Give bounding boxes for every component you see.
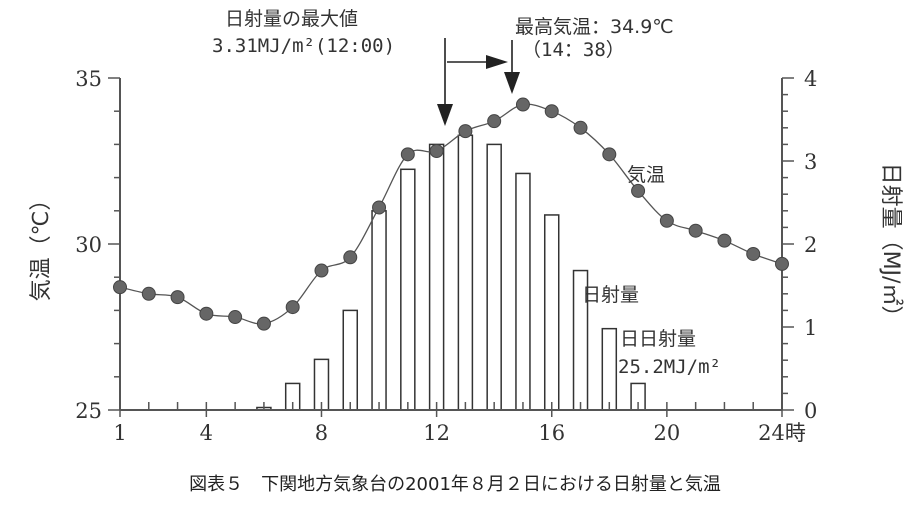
max-radiation-arrow xyxy=(437,38,453,126)
y-left-tick-label: 35 xyxy=(75,67,102,91)
temperature-point xyxy=(602,147,617,162)
time-shift-arrow xyxy=(447,55,508,69)
max-temp-arrow xyxy=(504,40,520,94)
y-right-tick-label: 0 xyxy=(804,399,817,423)
temperature-point xyxy=(573,120,588,135)
temperature-point xyxy=(113,280,127,295)
radiation-bar xyxy=(486,143,502,411)
right-axis-label: 日射量（MJ/㎡） xyxy=(878,163,904,328)
radiation-bar xyxy=(457,134,474,411)
radiation-series-label: 日射量 xyxy=(582,284,639,306)
x-tick-label: 12 xyxy=(423,421,450,445)
figure-caption: 図表５ 下関地方気象台の2001年８月２日における日射量と気温 xyxy=(189,474,721,495)
x-tick-label: 4 xyxy=(200,421,213,445)
temperature-point xyxy=(544,104,559,119)
temperature-point xyxy=(631,183,646,198)
max-radiation-title: 日射量の最大値 xyxy=(225,8,358,30)
temperature-point xyxy=(170,290,185,305)
radiation-bar xyxy=(543,214,560,411)
daily-total-value: 25.2MJ/m² xyxy=(618,356,721,378)
temp-series-label: 気温 xyxy=(627,164,665,186)
radiation-bar xyxy=(601,327,618,411)
left-axis-label: 気温（℃） xyxy=(29,189,54,302)
temperature-point xyxy=(400,147,415,162)
temperature-point xyxy=(487,114,502,129)
temperature-point xyxy=(515,97,530,112)
temperature-point xyxy=(775,256,789,271)
max-temp-title: 最高気温：34.9℃ xyxy=(515,16,674,38)
temperature-point xyxy=(343,250,358,265)
temperature-point xyxy=(199,306,214,321)
x-tick-label: 8 xyxy=(315,421,328,445)
y-left-tick-label: 30 xyxy=(75,233,102,257)
y-right-tick-label: 1 xyxy=(804,316,817,340)
temperature-point xyxy=(228,310,243,325)
temperature-point xyxy=(372,200,387,215)
x-tick-label: 16 xyxy=(538,421,565,445)
x-tick-label: 20 xyxy=(654,421,681,445)
y-right-tick-label: 2 xyxy=(804,233,817,257)
temperature-point xyxy=(659,213,674,228)
temperature-line xyxy=(119,103,783,325)
x-tick-label: 1 xyxy=(113,421,126,445)
y-left-tick-label: 25 xyxy=(75,399,102,423)
max-radiation-value: 3.31MJ/m²(12:00) xyxy=(212,35,395,57)
temperature-point xyxy=(314,263,329,278)
radiation-bar xyxy=(342,309,359,411)
radiation-bar xyxy=(400,168,416,411)
radiation-bars xyxy=(256,134,646,411)
max-temp-time: （14：38） xyxy=(522,39,625,61)
daily-total-title: 日日射量 xyxy=(620,328,696,350)
temperature-point xyxy=(429,144,444,159)
temperature-point xyxy=(256,316,271,331)
temperature-point xyxy=(746,246,761,261)
temperature-point xyxy=(717,233,732,248)
radiation-bar xyxy=(515,172,531,411)
temperature-point xyxy=(458,124,473,139)
temperature-point xyxy=(688,223,703,238)
y-right-tick-label: 4 xyxy=(804,67,817,91)
y-right-tick-label: 3 xyxy=(804,150,817,174)
temperature-series xyxy=(113,97,789,331)
radiation-bar xyxy=(428,143,445,411)
temperature-point xyxy=(285,300,300,315)
temperature-point xyxy=(141,286,156,301)
radiation-bar xyxy=(371,210,387,411)
x-tick-label: 24時 xyxy=(758,421,806,445)
